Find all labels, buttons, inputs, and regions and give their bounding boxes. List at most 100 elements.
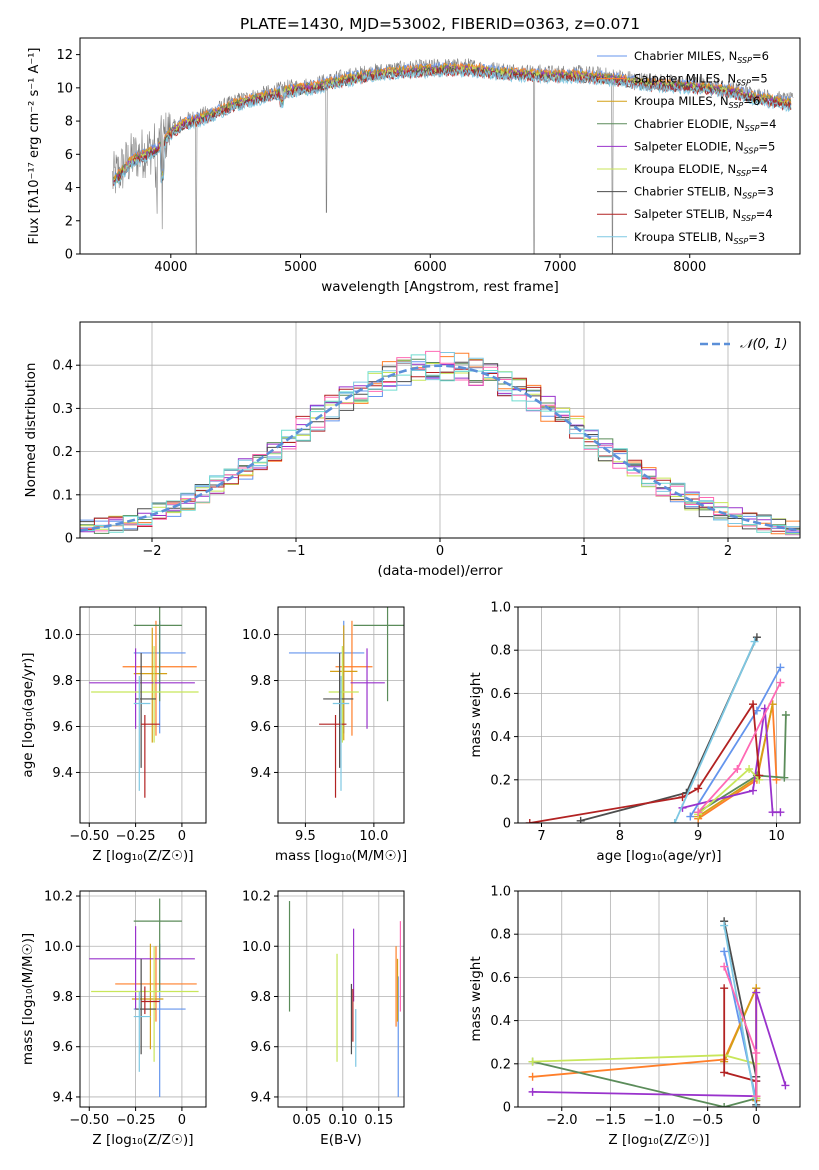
panel-weight_vs_age: 7 8 9 10 0 0.2 0.4 0.6 0.8 1.0 age [log₁₀(age/yr)]… bbox=[468, 601, 801, 864]
x-axis-label: mass [log₁₀(M/M☉)] bbox=[275, 848, 407, 864]
weight-line bbox=[532, 1060, 757, 1107]
x-tick-label: −1 bbox=[286, 544, 305, 559]
x-tick-label: 9.5 bbox=[295, 829, 316, 844]
panel-residuals: −2 −1 0 1 2 0 0.1 0.2 0.3 0.4 (data-model)/error No… bbox=[23, 321, 801, 579]
decorations: 7 8 9 10 0 0.2 0.4 0.6 0.8 1.0 age [log₁₀(age/yr)]… bbox=[468, 601, 801, 864]
y-axis-label: mass weight bbox=[468, 956, 484, 1041]
x-tick-label: 10.0 bbox=[359, 829, 388, 844]
y-tick-label: 0.4 bbox=[490, 1014, 511, 1029]
weight-point bbox=[528, 1072, 537, 1081]
y-tick-label: 0.2 bbox=[490, 1057, 511, 1072]
weight-point bbox=[720, 947, 729, 956]
x-tick-label: 5000 bbox=[284, 260, 317, 275]
y-tick-label: 10.0 bbox=[44, 940, 73, 955]
weight-point bbox=[528, 1057, 537, 1066]
x-tick-label: −1.0 bbox=[643, 1113, 675, 1128]
axes-frame bbox=[517, 606, 801, 824]
x-axis-label: wavelength [Angstrom, rest frame] bbox=[321, 279, 559, 295]
y-axis-label: Flux [fλ10⁻¹⁷ erg cm⁻² s⁻¹ A⁻¹] bbox=[27, 48, 42, 245]
y-tick-label: 9.8 bbox=[52, 674, 73, 689]
legend-entry: Salpeter ELODIE, NSSP=5 bbox=[634, 139, 775, 155]
x-tick-label: −1.5 bbox=[595, 1113, 627, 1128]
weight-point bbox=[750, 637, 759, 646]
weight-point bbox=[781, 711, 790, 719]
y-tick-label: 10.2 bbox=[242, 890, 271, 905]
x-tick-label: −0.50 bbox=[69, 1113, 109, 1128]
x-tick-label: 7 bbox=[537, 829, 545, 844]
x-tick-label: 0 bbox=[178, 1113, 186, 1128]
weight-point bbox=[745, 765, 754, 773]
model-spectrum-kroupa-stelib bbox=[113, 68, 792, 187]
plot-area bbox=[288, 901, 401, 1097]
x-tick-label: −2.0 bbox=[546, 1113, 578, 1128]
y-axis-label: mass weight bbox=[468, 672, 484, 757]
weight-point bbox=[720, 962, 729, 971]
decorations: 4000 5000 6000 7000 8000 0 2 4 6 8 10 12 wavelength … bbox=[27, 37, 801, 295]
legend-entry: Chabrier STELIB, NSSP=3 bbox=[634, 185, 774, 201]
panel-age_vs_Z: −0.50 −0.25 0 9.4 9.6 9.8 10.0 Z [log₁₀(Z/Z☉)] a… bbox=[20, 606, 207, 864]
y-tick-label: 2 bbox=[65, 214, 73, 229]
plot-area bbox=[528, 917, 790, 1107]
weight-point bbox=[752, 1092, 761, 1101]
weight-point bbox=[752, 633, 761, 642]
axes-frame bbox=[79, 890, 207, 1108]
weight-point bbox=[776, 663, 785, 672]
axes-frame bbox=[79, 606, 207, 824]
x-tick-label: 0.10 bbox=[328, 1113, 357, 1128]
x-tick-label: 0.05 bbox=[292, 1113, 321, 1128]
x-tick-label: −0.5 bbox=[692, 1113, 724, 1128]
weight-point bbox=[776, 678, 785, 687]
y-tick-label: 9.8 bbox=[52, 990, 73, 1005]
plot-area bbox=[525, 633, 790, 823]
weight-point bbox=[720, 921, 729, 930]
weight-line bbox=[532, 987, 758, 1097]
plot-area bbox=[89, 607, 199, 798]
y-tick-label: 9.4 bbox=[250, 1090, 271, 1105]
axes-frame bbox=[277, 606, 405, 824]
plot-area bbox=[80, 350, 800, 536]
weight-point bbox=[752, 1049, 761, 1057]
legend-entry: Salpeter STELIB, NSSP=4 bbox=[634, 207, 773, 223]
x-tick-label: −0.25 bbox=[116, 829, 156, 844]
weight-point bbox=[694, 784, 703, 793]
weight-line bbox=[580, 636, 758, 822]
x-axis-label: Z [log₁₀(Z/Z☉)] bbox=[608, 1132, 709, 1148]
y-tick-label: 0 bbox=[503, 1101, 511, 1116]
legend-entry: Kroupa STELIB, NSSP=3 bbox=[634, 230, 765, 246]
weight-line bbox=[529, 701, 761, 823]
legend-entry: Kroupa MILES, NSSP=6 bbox=[634, 94, 760, 110]
y-tick-label: 0.2 bbox=[490, 773, 511, 788]
y-tick-label: 9.6 bbox=[250, 1040, 271, 1055]
weight-point bbox=[576, 816, 585, 823]
y-tick-label: 9.4 bbox=[52, 1090, 73, 1105]
y-tick-label: 0.6 bbox=[490, 971, 511, 986]
x-axis-label: Z [log₁₀(Z/Z☉)] bbox=[92, 1132, 193, 1148]
legend-entry: 𝒩(0, 1) bbox=[740, 337, 787, 352]
decorations: −2.0 −1.5 −1.0 −0.5 0 0 0.2 0.4 0.6 0.8 1.0 Z [log₁… bbox=[468, 885, 801, 1148]
weight-point bbox=[752, 988, 761, 997]
y-tick-label: 0.4 bbox=[490, 730, 511, 745]
gaussian-curve bbox=[80, 364, 800, 532]
y-axis-label: Normed distribution bbox=[23, 363, 39, 498]
panel-mass_vs_EBV: 0.05 0.10 0.15 9.4 9.6 9.8 10.0 10.2 E(B-V) bbox=[242, 890, 405, 1148]
y-tick-label: 6 bbox=[65, 148, 73, 163]
weight-point bbox=[755, 771, 764, 780]
y-tick-label: 0 bbox=[65, 532, 73, 547]
x-tick-label: 8000 bbox=[673, 260, 706, 275]
panel-age_vs_mass: 9.5 10.0 9.4 9.6 9.8 10.0 mass [log₁₀(M/M☉)] bbox=[242, 606, 407, 864]
decorations: −0.50 −0.25 0 9.4 9.6 9.8 10.0 10.2 Z [log₁₀(Z/Z… bbox=[20, 890, 207, 1148]
y-tick-label: 0.6 bbox=[490, 687, 511, 702]
x-tick-label: 4000 bbox=[154, 260, 187, 275]
weight-line bbox=[723, 925, 758, 1107]
weight-point bbox=[686, 812, 695, 821]
weight-line bbox=[682, 708, 781, 814]
panel-mass_vs_Z: −0.50 −0.25 0 9.4 9.6 9.8 10.0 10.2 Z [log₁₀(Z/Z… bbox=[20, 890, 207, 1148]
y-tick-label: 4 bbox=[65, 181, 73, 196]
decorations: 0.05 0.10 0.15 9.4 9.6 9.8 10.0 10.2 E(B-V) bbox=[242, 890, 405, 1148]
y-tick-label: 9.4 bbox=[250, 766, 271, 781]
weight-point bbox=[670, 819, 679, 823]
y-tick-label: 1.0 bbox=[490, 601, 511, 616]
x-tick-label: 2 bbox=[724, 544, 732, 559]
y-tick-label: 9.6 bbox=[52, 720, 73, 735]
legend-entry: Kroupa ELODIE, NSSP=4 bbox=[634, 162, 768, 178]
